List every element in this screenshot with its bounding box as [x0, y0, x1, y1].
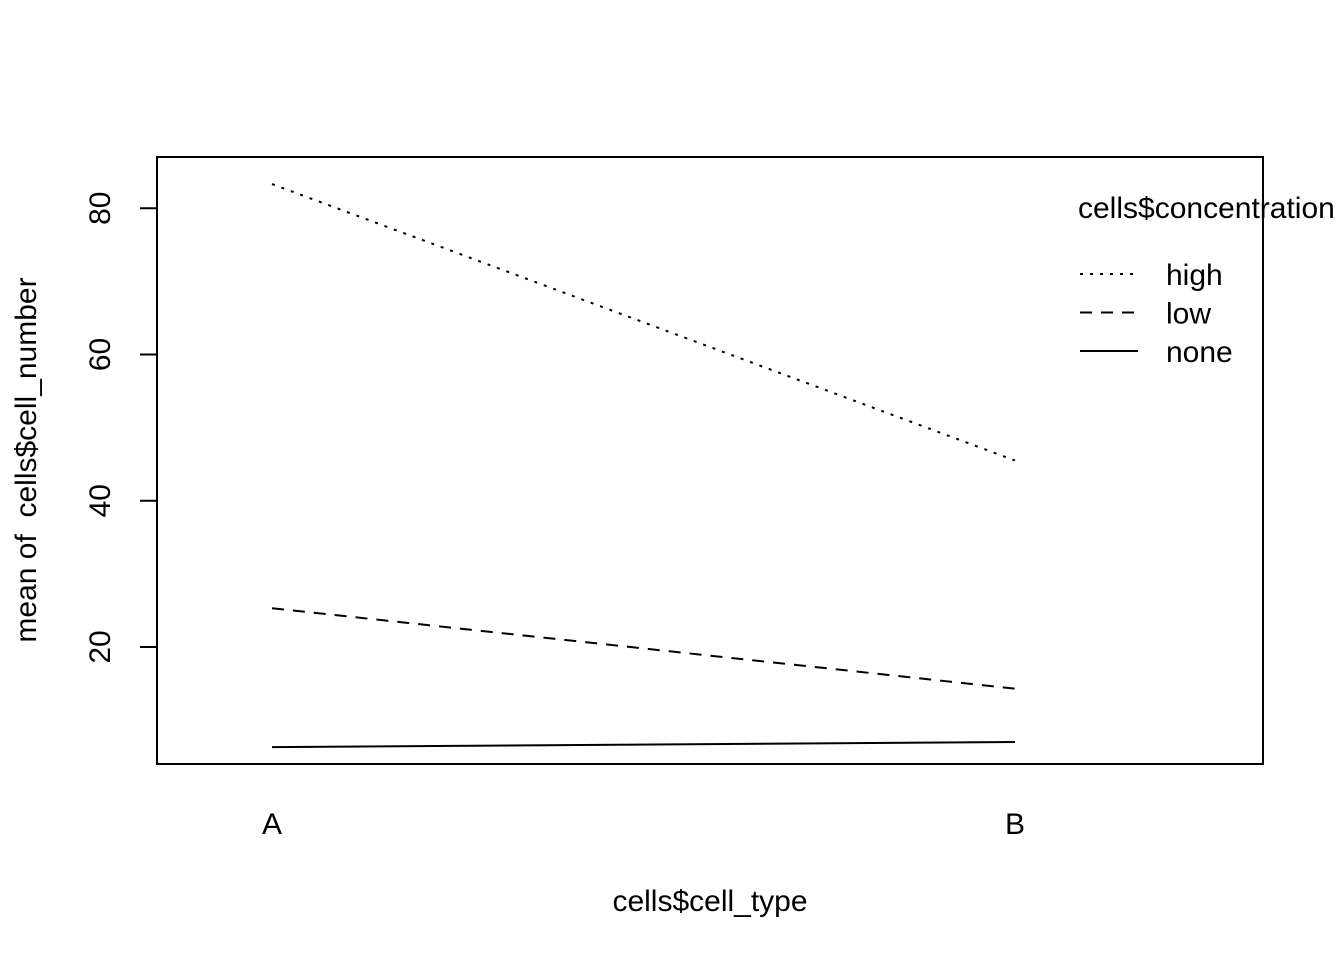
series-line-low: [271, 607, 1016, 690]
y-tick-label: 40: [84, 484, 117, 517]
x-tick-label: A: [262, 808, 282, 841]
y-axis: 20 40 60 80: [84, 192, 158, 664]
series-line-high: [271, 183, 1016, 462]
series-line-none: [271, 741, 1016, 749]
legend-label-low: low: [1166, 298, 1211, 331]
legend: cells$concentration high low none: [1078, 192, 1335, 369]
legend-label-none: none: [1166, 336, 1233, 369]
x-tick-label: B: [1005, 808, 1025, 841]
x-axis-label: cells$cell_type: [612, 885, 807, 918]
series-lines: [271, 183, 1016, 749]
legend-label-high: high: [1166, 259, 1223, 292]
y-tick-label: 80: [84, 192, 117, 225]
legend-title: cells$concentration: [1078, 192, 1335, 225]
y-axis-label: mean of cells$cell_number: [10, 277, 43, 642]
plot-frame: [156, 156, 1264, 765]
y-tick-label: 60: [84, 338, 117, 371]
y-tick-label: 20: [84, 630, 117, 663]
